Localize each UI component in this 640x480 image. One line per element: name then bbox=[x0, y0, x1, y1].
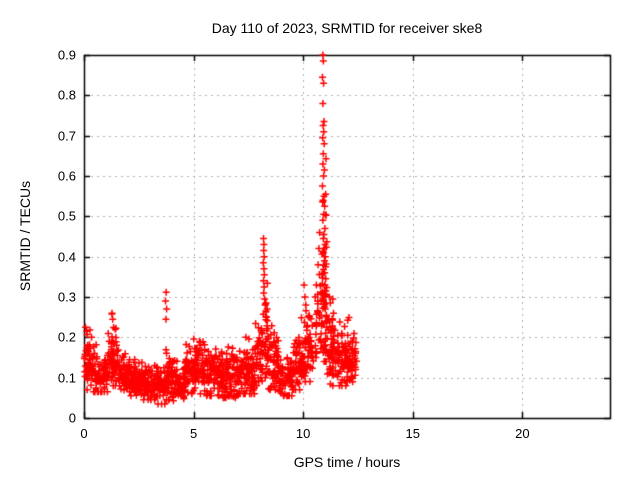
x-tick-label: 20 bbox=[515, 426, 530, 441]
y-tick-label: 0 bbox=[68, 410, 76, 426]
x-tick-label: 0 bbox=[80, 426, 88, 441]
x-axis-tick-labels: 0 5 10 15 20 bbox=[0, 426, 640, 444]
y-tick-label: 0.4 bbox=[57, 249, 76, 265]
x-axis-title: GPS time / hours bbox=[293, 454, 401, 470]
y-tick-label: 0.1 bbox=[57, 370, 76, 386]
chart-title: Day 110 of 2023, SRMTID for receiver ske… bbox=[211, 20, 483, 36]
y-tick-label: 0.7 bbox=[57, 128, 76, 144]
y-axis-tick-labels: 0 0.1 0.2 0.3 0.4 0.5 0.6 0.7 0.8 0.9 bbox=[0, 0, 76, 480]
x-tick-label: 10 bbox=[295, 426, 311, 441]
y-tick-label: 0.3 bbox=[57, 289, 76, 305]
x-tick-label: 5 bbox=[189, 426, 198, 441]
y-tick-label: 0.2 bbox=[57, 329, 76, 345]
y-tick-label: 0.9 bbox=[57, 47, 76, 63]
y-tick-label: 0.5 bbox=[57, 208, 76, 224]
y-tick-label: 0.6 bbox=[57, 168, 76, 184]
y-tick-label: 0.8 bbox=[57, 87, 76, 103]
x-tick-label: 15 bbox=[405, 426, 420, 441]
